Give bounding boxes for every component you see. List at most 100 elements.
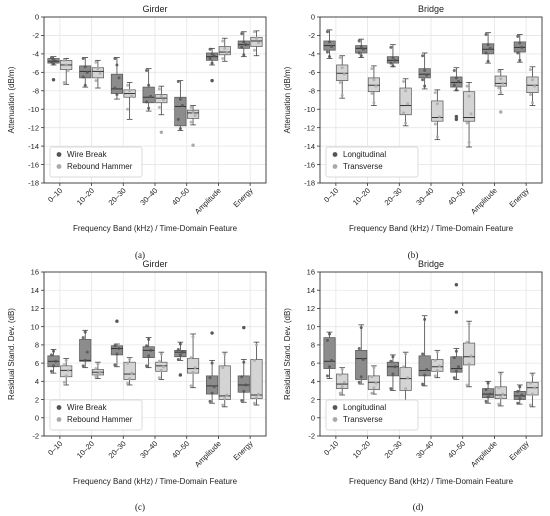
data-point <box>486 59 490 63</box>
legend-marker <box>332 417 338 422</box>
data-point <box>391 56 395 60</box>
box-dark-0 <box>47 56 60 82</box>
y-tick-label: 14 <box>31 286 39 295</box>
data-point <box>423 68 427 72</box>
data-point <box>115 63 119 67</box>
data-point <box>254 36 258 40</box>
box-iqr <box>186 109 200 119</box>
data-point <box>374 381 378 385</box>
outlier-point <box>51 78 56 82</box>
x-tick-label: 10–20 <box>351 439 372 460</box>
data-point <box>159 368 163 372</box>
y-tick-label: 10 <box>31 322 39 331</box>
data-point <box>225 51 229 55</box>
y-tick-label: 8 <box>35 341 39 350</box>
box-iqr <box>79 339 92 362</box>
data-point <box>404 121 408 125</box>
data-point <box>423 373 427 377</box>
x-tick-label: 30–40 <box>414 186 435 207</box>
data-point <box>96 362 100 366</box>
data-point <box>484 388 488 392</box>
outlier-point <box>191 143 195 147</box>
data-point <box>161 365 165 369</box>
box-light-3 <box>431 89 444 141</box>
chart-panel-2: -18 -16 -14 -12 -10 -8 -6 -4 -2 0 0–10 10–20 20–30 30… <box>283 4 543 260</box>
y-tick-label: -12 <box>304 123 315 132</box>
data-point <box>191 370 195 374</box>
data-point <box>81 75 85 79</box>
legend-box <box>49 146 143 178</box>
data-point <box>454 76 458 80</box>
box-iqr <box>462 91 476 122</box>
data-point <box>117 347 121 351</box>
data-point <box>240 45 244 49</box>
data-point <box>210 61 214 65</box>
data-point <box>225 393 229 397</box>
data-point <box>499 91 503 95</box>
data-point <box>254 343 258 347</box>
box-dark-0 <box>47 349 60 374</box>
data-point <box>81 336 85 340</box>
y-tick-label: -4 <box>32 50 39 59</box>
data-point <box>423 84 427 88</box>
data-point <box>252 48 256 52</box>
box-dark-5 <box>482 380 495 404</box>
data-point <box>83 83 87 87</box>
data-point <box>189 120 193 124</box>
data-point <box>126 83 130 87</box>
box-dark-1 <box>79 329 92 369</box>
data-point <box>467 322 471 326</box>
box-iqr <box>142 346 155 358</box>
data-point <box>191 110 195 114</box>
data-point <box>147 83 151 87</box>
y-tick-label: -2 <box>32 432 39 441</box>
box-light-1 <box>91 59 104 89</box>
data-point <box>391 372 395 376</box>
box-iqr <box>462 342 476 366</box>
data-point <box>212 54 216 58</box>
data-point <box>372 386 376 390</box>
data-point <box>467 362 471 366</box>
data-point <box>252 401 256 405</box>
legend-label: Transverse <box>343 162 383 171</box>
data-point <box>421 54 425 58</box>
box-dark-1 <box>355 324 368 385</box>
data-point <box>520 45 524 49</box>
data-point <box>178 342 182 346</box>
y-tick-label: -10 <box>304 105 315 114</box>
data-point <box>359 326 363 330</box>
data-point <box>64 63 68 67</box>
data-point <box>113 57 117 60</box>
data-point <box>180 350 184 354</box>
legend-label: Transverse <box>343 415 383 424</box>
x-tick-label: Amplitude <box>193 186 223 216</box>
data-point <box>404 387 408 391</box>
data-point <box>145 364 149 368</box>
data-point <box>189 105 193 109</box>
data-point <box>486 43 490 47</box>
y-axis-label: Attenuation (dB/m) <box>7 66 16 133</box>
data-point <box>423 317 427 321</box>
data-point <box>223 46 227 50</box>
y-tick-label: 12 <box>307 304 315 313</box>
data-point <box>325 30 329 34</box>
x-axis-label: Frequency Band (kHz) / Time-Domain Featu… <box>349 477 514 486</box>
y-tick-label: 14 <box>307 286 315 295</box>
box-iqr <box>142 86 155 104</box>
data-point <box>518 397 522 401</box>
data-point <box>149 94 153 98</box>
data-point <box>113 86 117 90</box>
data-point <box>159 94 163 98</box>
data-point <box>456 365 460 369</box>
data-point <box>370 92 374 96</box>
box-iqr <box>323 337 336 369</box>
box-dark-4 <box>174 341 187 377</box>
y-tick-label: -2 <box>32 31 39 40</box>
data-point <box>533 84 537 88</box>
box-dark-2 <box>386 44 400 68</box>
box-iqr <box>399 87 412 116</box>
data-point <box>242 53 246 57</box>
legend-box <box>325 146 419 178</box>
data-point <box>454 369 458 373</box>
box-dark-6 <box>513 384 526 405</box>
